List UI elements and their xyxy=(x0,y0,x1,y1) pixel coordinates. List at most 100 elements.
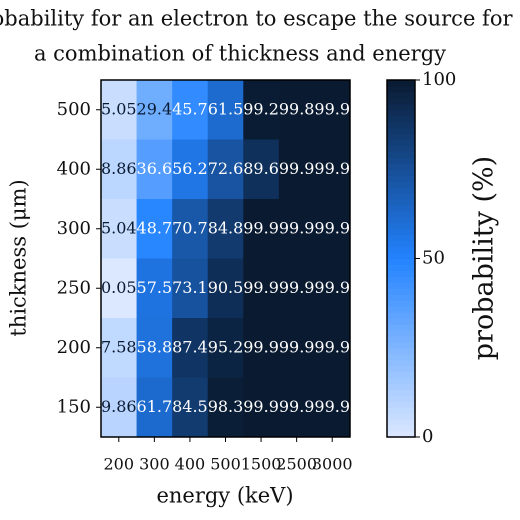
colorbar-segment xyxy=(387,234,415,242)
colorbar-segment xyxy=(387,323,415,331)
heatmap-cell xyxy=(207,139,244,200)
heatmap-cell xyxy=(243,199,280,259)
colorbar-segment xyxy=(387,216,415,224)
colorbar-segment xyxy=(387,97,415,105)
heatmap-cell xyxy=(243,318,280,378)
heatmap-cell xyxy=(172,139,209,200)
colorbar-segment xyxy=(387,80,415,87)
colorbar-segment xyxy=(387,377,415,385)
heatmap-cell xyxy=(314,139,351,200)
heatmap-cell xyxy=(314,318,351,378)
y-tick-label: 300 xyxy=(57,218,91,239)
heatmap-cell xyxy=(136,318,173,378)
cell-label: 99.9 xyxy=(314,397,350,416)
colorbar-segment xyxy=(387,407,415,414)
cell-label: 99.9 xyxy=(314,218,350,237)
colorbar-segment xyxy=(387,294,415,301)
colorbar-segment xyxy=(387,341,415,349)
colorbar-segment xyxy=(387,383,415,390)
heatmap-cell xyxy=(278,199,315,259)
cell-label: 99.9 xyxy=(243,278,279,297)
cell-label: 99.9 xyxy=(279,337,315,356)
x-axis-label: energy (keV) xyxy=(156,484,293,508)
colorbar-segment xyxy=(387,371,415,379)
heatmap-cell xyxy=(207,258,244,319)
colorbar-segment xyxy=(387,419,415,426)
colorbar-segment xyxy=(387,365,415,373)
heatmap-cell xyxy=(136,377,173,438)
cell-label: 0.05 xyxy=(101,278,137,297)
cell-label: 99.9 xyxy=(314,99,350,118)
cell-label: 56.2 xyxy=(172,159,208,178)
colorbar-segment xyxy=(387,270,415,277)
colorbar-segment xyxy=(387,276,415,283)
heatmap-cell xyxy=(172,199,209,259)
x-tick-label: 300 xyxy=(139,455,170,474)
colorbar-segment xyxy=(387,413,415,420)
heatmap-cell xyxy=(101,199,138,259)
colorbar-segment xyxy=(387,103,415,111)
cell-label: 99.9 xyxy=(279,159,315,178)
y-tick-label: 500 xyxy=(57,99,91,120)
colorbar-segment xyxy=(387,222,415,230)
heatmap-cell xyxy=(314,258,351,319)
colorbar-tick-label: 100 xyxy=(422,69,456,90)
heatmap-cell xyxy=(207,377,244,438)
colorbar-segment xyxy=(387,252,415,260)
heatmap-cell xyxy=(101,318,138,378)
colorbar-segment xyxy=(387,228,415,236)
y-tick-label: 250 xyxy=(57,277,91,298)
x-tick-label: 500 xyxy=(210,455,241,474)
cell-label: 99.9 xyxy=(243,337,279,356)
colorbar-segment xyxy=(387,282,415,289)
heatmap-cell xyxy=(172,377,209,438)
colorbar-segment xyxy=(387,288,415,295)
cell-label: 84.8 xyxy=(208,218,244,237)
colorbar-segment xyxy=(387,175,415,182)
colorbar-segment xyxy=(387,210,415,218)
colorbar-tick-label: 0 xyxy=(422,426,433,447)
colorbar-segment xyxy=(387,312,415,319)
cell-label: 95.2 xyxy=(208,337,244,356)
cell-label: 72.6 xyxy=(208,159,244,178)
chart-title: Probability for an electron to escape th… xyxy=(0,7,513,31)
colorbar-label: probability (%) xyxy=(469,156,500,360)
colorbar-segment xyxy=(387,389,415,396)
cell-label: 73.1 xyxy=(172,278,208,297)
cell-label: 99.9 xyxy=(279,278,315,297)
heatmap-cell xyxy=(278,258,315,319)
cell-label: 9.86 xyxy=(101,397,137,416)
y-tick-label: 150 xyxy=(57,396,91,417)
cell-label: 99.9 xyxy=(314,337,350,356)
heatmap-cell xyxy=(136,258,173,319)
colorbar-segment xyxy=(387,318,415,325)
colorbar-segment xyxy=(387,157,415,164)
colorbar-segment xyxy=(387,300,415,307)
cell-label: 99.9 xyxy=(279,218,315,237)
x-tick-label: 1500 xyxy=(241,455,282,474)
cell-label: 99.8 xyxy=(279,99,315,118)
cell-label: 61.5 xyxy=(208,99,244,118)
colorbar-segment xyxy=(387,115,415,123)
cell-label: 61.7 xyxy=(137,397,173,416)
colorbar-segment xyxy=(387,151,415,158)
heatmap-cell xyxy=(278,80,315,140)
cell-label: 58.8 xyxy=(137,337,173,356)
cell-label: 57.5 xyxy=(137,278,173,297)
colorbar-segment xyxy=(387,109,415,117)
heatmap-cell xyxy=(278,139,315,200)
colorbar-segment xyxy=(387,246,415,254)
colorbar-segment xyxy=(387,145,415,152)
cell-label: 89.6 xyxy=(243,159,279,178)
colorbar-segment xyxy=(387,133,415,141)
heatmap-cell xyxy=(243,377,280,438)
heatmap-cell xyxy=(136,80,173,140)
colorbar-segment xyxy=(387,353,415,361)
y-tick-label: 400 xyxy=(57,158,91,179)
colorbar-segment xyxy=(387,401,415,408)
heatmap-cell xyxy=(207,199,244,259)
y-axis-label: thickness (μm) xyxy=(7,179,31,336)
cell-label: 99.9 xyxy=(243,218,279,237)
cell-label: 7.58 xyxy=(101,337,137,356)
